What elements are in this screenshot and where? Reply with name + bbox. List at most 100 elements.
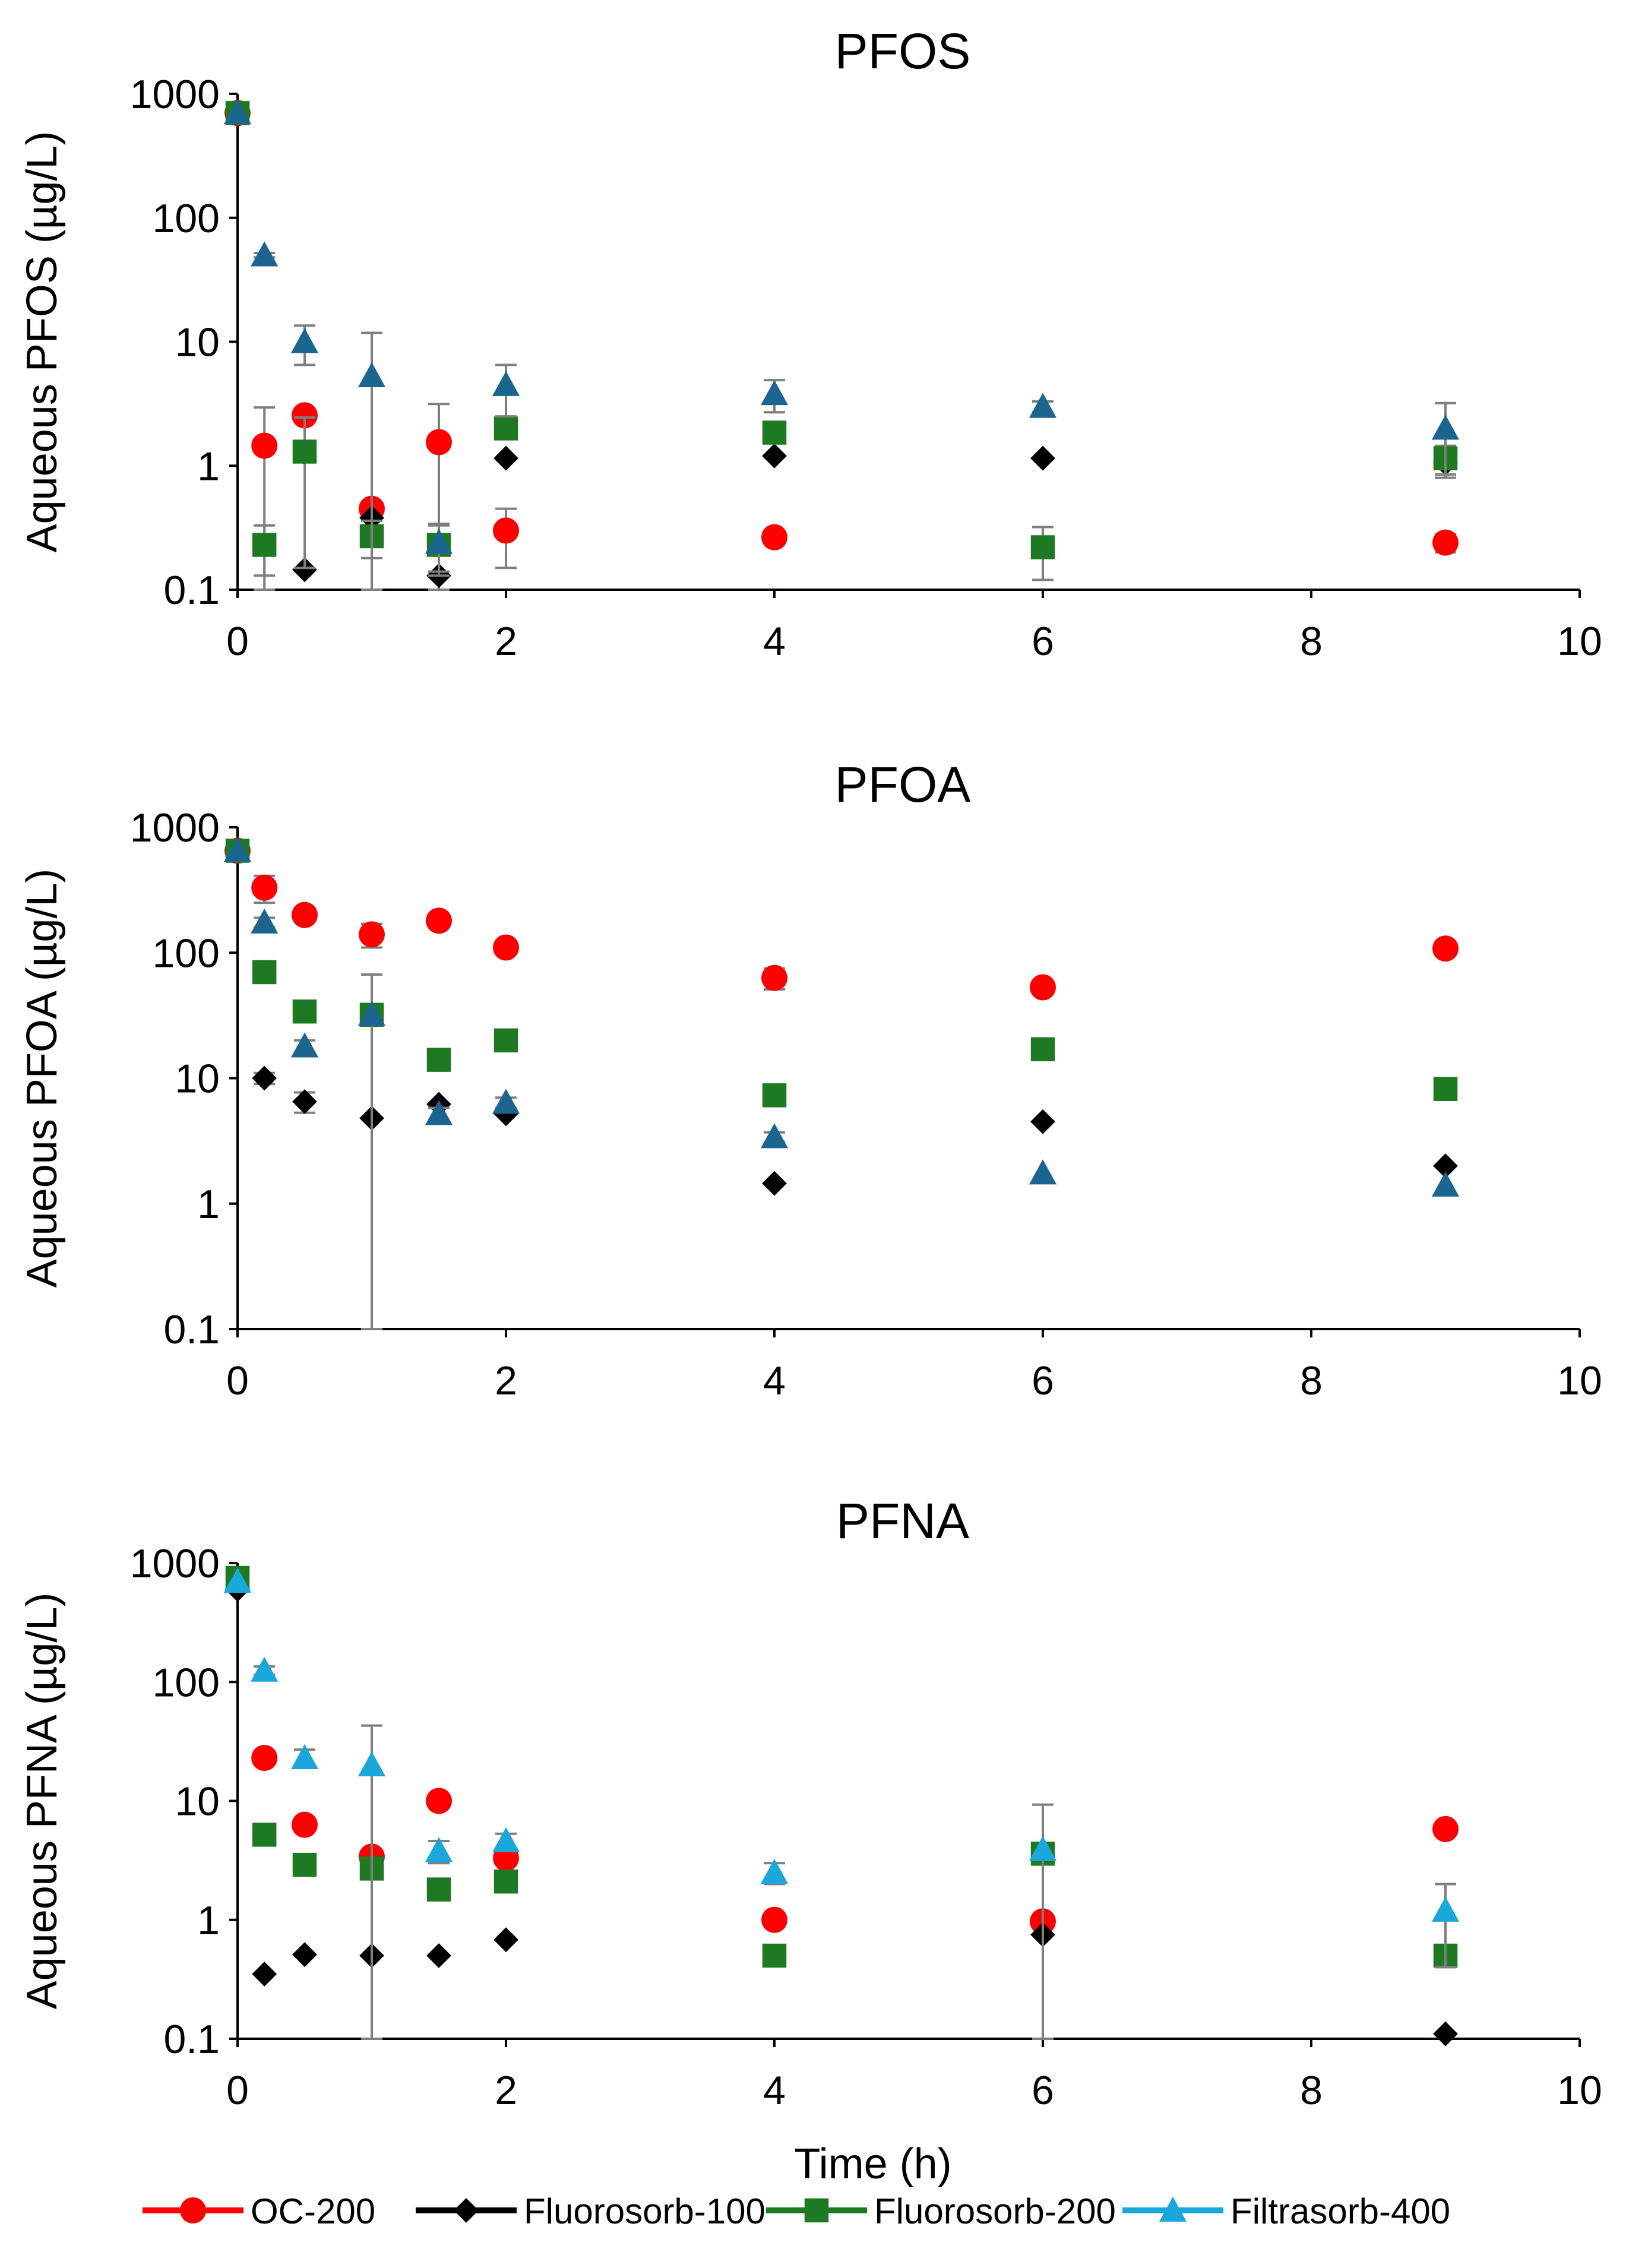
legend-label-oc-200: OC-200 — [251, 2191, 375, 2231]
pfoa-point-fluorosorb-200 — [1433, 1077, 1458, 1101]
pfoa-point-filtrasorb-400 — [251, 908, 279, 934]
pfos-point-filtrasorb-400 — [492, 371, 520, 396]
pfna-point-fluorosorb-100 — [426, 1943, 451, 1968]
pfoa-y-tick-label: 1 — [197, 1182, 220, 1227]
pfos-point-oc-200 — [251, 432, 278, 459]
pfna-x-tick-label: 0 — [226, 2068, 249, 2113]
pfoa-point-fluorosorb-200 — [494, 1028, 518, 1053]
pfna-series-fluorosorb-100 — [225, 1577, 1458, 2046]
pfoa-series-fluorosorb-100 — [225, 838, 1458, 1196]
pfoa-x-tick-label: 2 — [495, 1358, 517, 1403]
pfna-point-filtrasorb-400 — [760, 1858, 789, 1884]
pfna-point-fluorosorb-200 — [426, 1877, 451, 1902]
pfoa-point-fluorosorb-200 — [292, 999, 317, 1024]
pfoa-point-filtrasorb-400 — [760, 1123, 789, 1149]
pfos-series-fluorosorb-200 — [225, 101, 1458, 581]
pfos-y-tick-label: 10 — [175, 320, 220, 365]
pfna-point-fluorosorb-100 — [494, 1927, 518, 1953]
pfos-point-fluorosorb-200 — [292, 439, 317, 464]
pfos-point-fluorosorb-100 — [292, 557, 317, 583]
pfos-point-oc-200 — [493, 517, 519, 544]
pfoa-panel: PFOA 0.1 1 10 100 1000 0 2 4 6 8 10 Aqueous PFOA (µg… — [18, 757, 1602, 1403]
pfoa-point-filtrasorb-400 — [492, 1089, 520, 1114]
legend-item-fluorosorb-100: Fluorosorb-100 — [416, 2191, 765, 2231]
pfoa-x-tick-label: 6 — [1032, 1358, 1054, 1403]
legend-label-fluorosorb-200: Fluorosorb-200 — [874, 2191, 1116, 2231]
pfoa-point-fluorosorb-200 — [426, 1048, 451, 1072]
pfoa-series-fluorosorb-200 — [225, 839, 1458, 1108]
pfna-point-filtrasorb-400 — [358, 1751, 386, 1777]
pfoa-point-fluorosorb-100 — [292, 1089, 317, 1114]
pfna-x-tick-label: 2 — [495, 2068, 517, 2113]
pfoa-x-tick-label: 4 — [763, 1358, 786, 1403]
pfna-point-filtrasorb-400 — [223, 1567, 252, 1593]
pfos-y-tick-label: 100 — [153, 196, 220, 241]
pfna-point-oc-200 — [761, 1906, 787, 1933]
legend-marker-oc-200 — [180, 2197, 206, 2223]
pfos-x-tick-label: 2 — [495, 619, 517, 664]
pfoa-x-tick-label: 8 — [1300, 1358, 1323, 1403]
pfoa-point-filtrasorb-400 — [425, 1100, 453, 1125]
pfos-series-fluorosorb-100 — [225, 100, 1458, 589]
legend-item-fluorosorb-200: Fluorosorb-200 — [766, 2191, 1116, 2231]
pfos-x-tick-label: 8 — [1300, 619, 1323, 664]
pfoa-point-fluorosorb-100 — [1030, 1109, 1055, 1134]
pfos-y-tick-label: 1 — [197, 444, 220, 489]
pfos-point-filtrasorb-400 — [425, 529, 453, 554]
pfoa-point-fluorosorb-200 — [1030, 1037, 1055, 1062]
pfoa-point-fluorosorb-100 — [762, 1171, 787, 1196]
pfna-y-axis-label: Aqueous PFNA (µg/L) — [18, 1593, 66, 2010]
pfos-series-filtrasorb-400 — [223, 99, 1460, 591]
pfos-point-fluorosorb-100 — [762, 443, 787, 469]
pfos-series-oc-200 — [224, 100, 1459, 591]
pfoa-y-axis-label: Aqueous PFOA (µg/L) — [18, 869, 66, 1288]
pfos-point-filtrasorb-400 — [1431, 415, 1460, 440]
pfoa-point-oc-200 — [1432, 935, 1459, 962]
pfna-point-oc-200 — [292, 1811, 318, 1838]
pfna-y-tick-label: 100 — [153, 1660, 220, 1705]
pfoa-point-filtrasorb-400 — [223, 837, 252, 862]
pfos-x-tick-label: 10 — [1557, 619, 1602, 664]
pfoa-point-oc-200 — [292, 901, 318, 928]
pfos-point-fluorosorb-200 — [252, 533, 277, 557]
pfna-point-oc-200 — [1432, 1815, 1459, 1842]
pfna-y-tick-label: 10 — [175, 1779, 220, 1824]
pfoa-y-tick-label: 0.1 — [163, 1307, 220, 1352]
pfna-y-tick-label: 1000 — [130, 1541, 220, 1586]
pfna-point-fluorosorb-200 — [252, 1823, 277, 1847]
pfna-point-filtrasorb-400 — [1431, 1896, 1460, 1922]
pfna-point-oc-200 — [251, 1745, 278, 1772]
pfna-x-tick-label: 10 — [1557, 2068, 1602, 2113]
pfos-x-tick-label: 0 — [226, 619, 249, 664]
legend-label-fluorosorb-100: Fluorosorb-100 — [524, 2191, 765, 2231]
pfoa-x-tick-label: 0 — [226, 1358, 249, 1403]
pfos-point-fluorosorb-200 — [762, 420, 787, 445]
pfos-y-tick-label: 1000 — [130, 72, 220, 117]
pfna-point-fluorosorb-100 — [292, 1942, 317, 1968]
pfna-series-oc-200 — [251, 1745, 1459, 1935]
pfna-point-oc-200 — [426, 1788, 452, 1814]
pfna-y-tick-label: 0.1 — [163, 2017, 220, 2062]
pfna-series-filtrasorb-400 — [223, 1567, 1460, 2040]
pfoa-title: PFOA — [835, 757, 971, 812]
pfos-title: PFOS — [835, 23, 971, 79]
pfoa-point-oc-200 — [359, 921, 385, 948]
pfoa-point-fluorosorb-200 — [762, 1083, 787, 1108]
legend-marker-filtrasorb-400 — [1159, 2196, 1187, 2222]
pfna-x-tick-label: 4 — [763, 2068, 786, 2113]
pfoa-point-fluorosorb-100 — [1433, 1153, 1458, 1179]
pfoa-point-filtrasorb-400 — [358, 1001, 386, 1026]
pfoa-point-oc-200 — [1030, 974, 1056, 1001]
pfos-point-oc-200 — [292, 402, 318, 429]
pfos-point-filtrasorb-400 — [223, 99, 252, 125]
pfos-point-filtrasorb-400 — [760, 380, 789, 406]
legend-item-oc-200: OC-200 — [143, 2191, 375, 2231]
legend-label-filtrasorb-400: Filtrasorb-400 — [1230, 2191, 1450, 2231]
pfos-point-oc-200 — [1432, 529, 1459, 556]
pfoa-y-tick-label: 10 — [175, 1056, 220, 1102]
legend-item-filtrasorb-400: Filtrasorb-400 — [1122, 2191, 1450, 2231]
legend: OC-200 Fluorosorb-100 Fluorosorb-200 Filtra… — [143, 2191, 1450, 2231]
pfna-y-tick-label: 1 — [197, 1898, 220, 1943]
pfoa-series-oc-200 — [224, 837, 1459, 1001]
